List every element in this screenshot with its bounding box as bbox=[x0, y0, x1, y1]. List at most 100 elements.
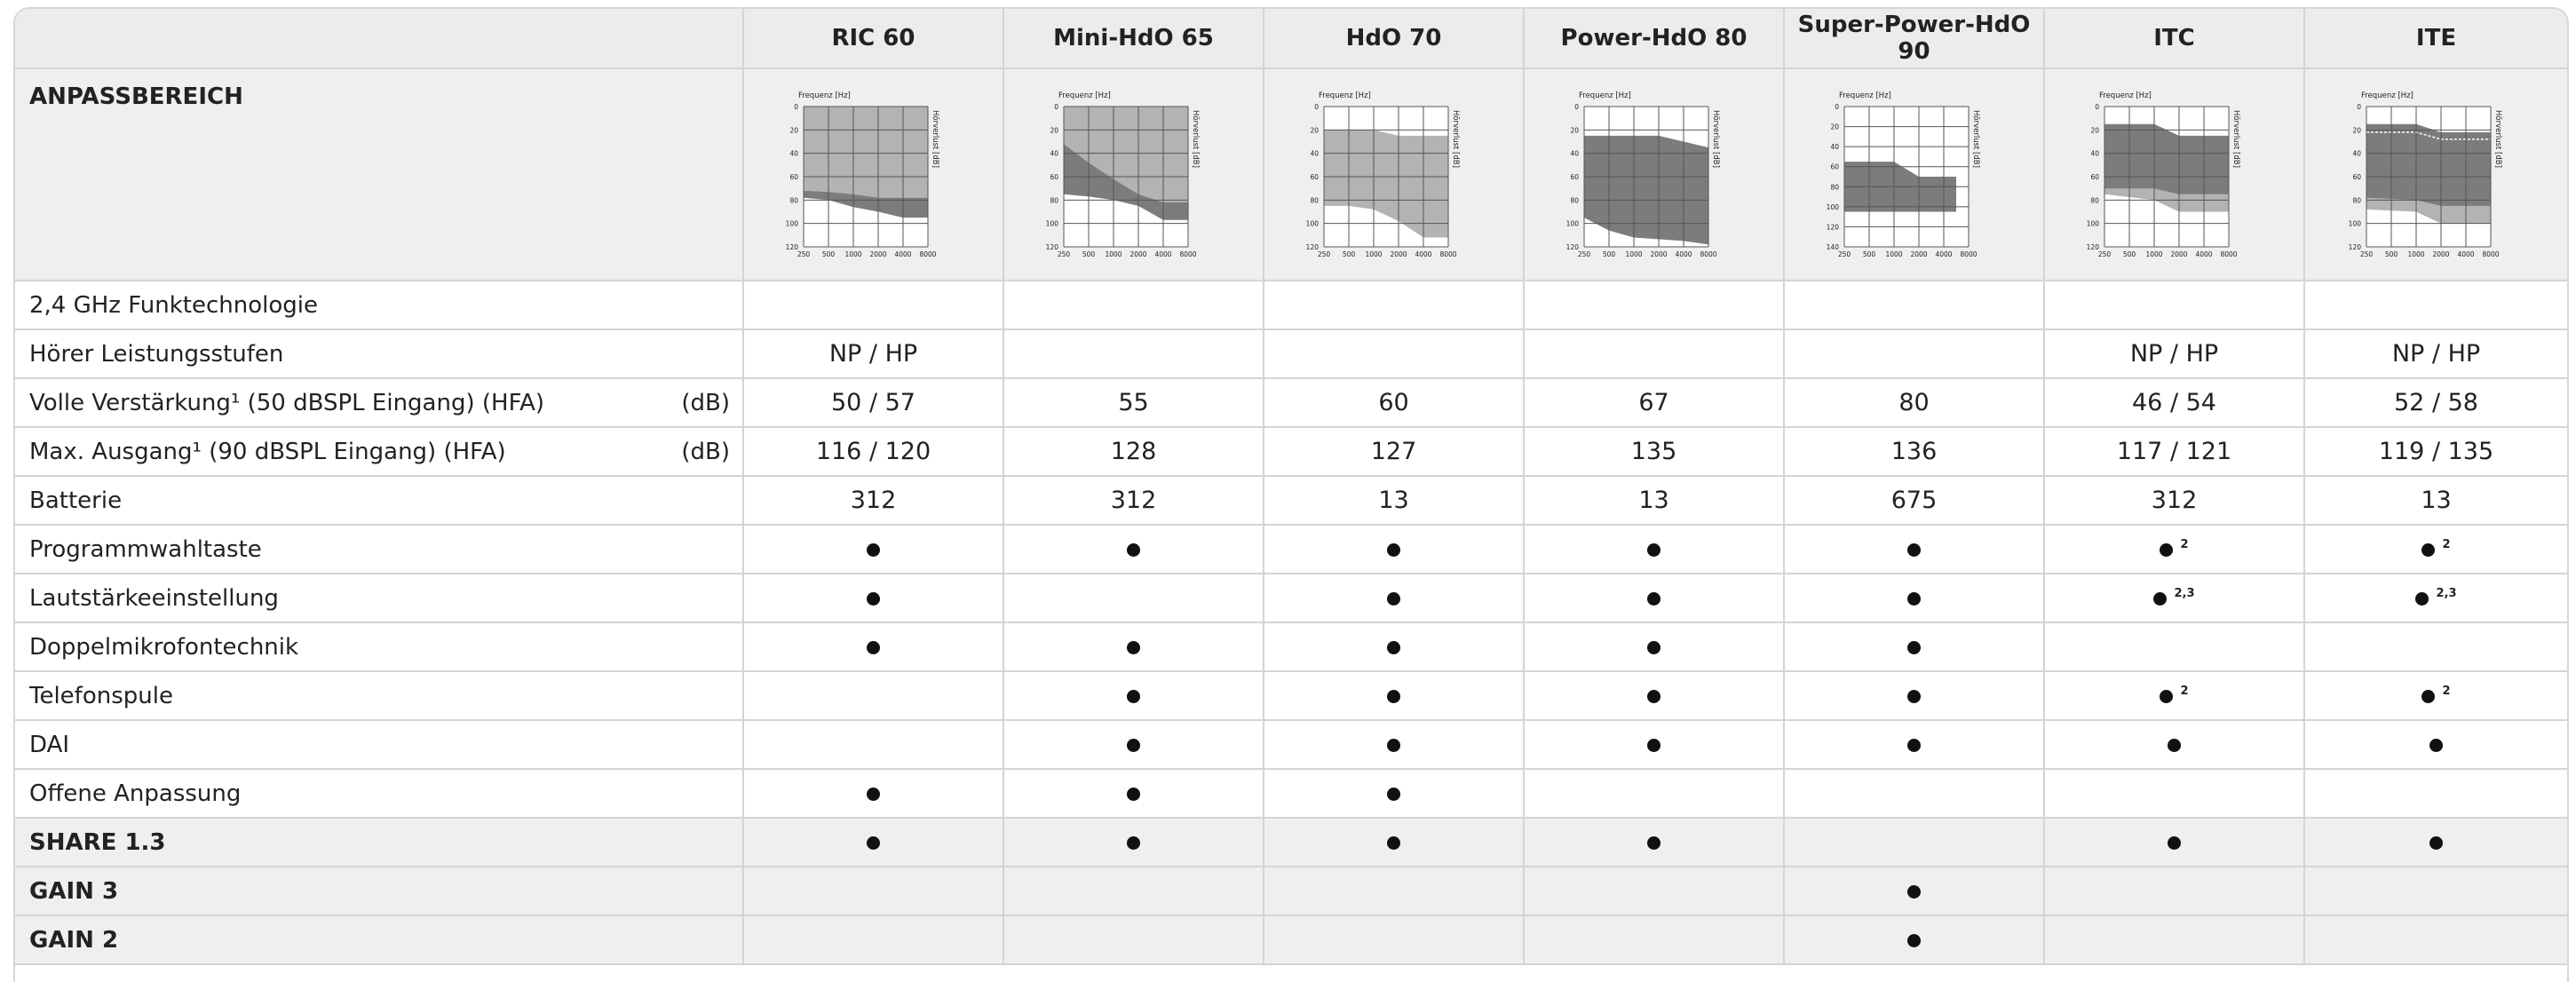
value-cell bbox=[2303, 622, 2567, 672]
y-tick-label: 40 bbox=[1050, 149, 1058, 157]
value-cell: 2 bbox=[2043, 670, 2305, 721]
column-header: Super-Power-HdO 90 bbox=[1783, 9, 2045, 69]
x-tick-label: 4000 bbox=[2195, 250, 2212, 258]
value-text: 127 bbox=[1370, 438, 1417, 465]
value-cell bbox=[2043, 280, 2305, 330]
value-cell bbox=[742, 915, 1004, 965]
spec-row: Doppelmikrofontechnik bbox=[15, 622, 2567, 672]
value-text: 135 bbox=[1630, 438, 1677, 465]
y-tick-label: 0 bbox=[1574, 103, 1579, 111]
column-header: HdO 70 bbox=[1263, 9, 1525, 69]
frequency-axis-label: Frequenz [Hz] bbox=[1839, 91, 1891, 100]
x-tick-label: 2000 bbox=[2432, 250, 2449, 258]
hearing-loss-axis-label: Hörverlust [dB] bbox=[931, 110, 939, 168]
row-label-text: Doppelmikrofontechnik bbox=[29, 633, 299, 661]
value-cell bbox=[1263, 280, 1525, 330]
value-cell: 13 bbox=[1263, 475, 1525, 526]
y-tick-label: 0 bbox=[1835, 103, 1839, 111]
value-cell bbox=[1783, 670, 2045, 721]
value-cell bbox=[742, 524, 1004, 574]
spec-row: Offene Anpassung bbox=[15, 768, 2567, 819]
value-cell bbox=[1523, 768, 1785, 819]
value-cell bbox=[1003, 329, 1264, 379]
y-tick-label: 60 bbox=[2352, 173, 2361, 181]
y-tick-label: 100 bbox=[1045, 219, 1058, 227]
y-tick-label: 0 bbox=[2357, 103, 2361, 111]
value-cell bbox=[2043, 817, 2305, 867]
value-cell bbox=[2303, 915, 2567, 965]
y-tick-label: 80 bbox=[1050, 196, 1058, 204]
value-cell: 46 / 54 bbox=[2043, 377, 2305, 428]
spec-row: Programmwahltaste 2 2 bbox=[15, 524, 2567, 574]
y-tick-label: 0 bbox=[1054, 103, 1058, 111]
hearing-loss-axis-label: Hörverlust [dB] bbox=[1451, 110, 1460, 168]
column-header: Power-HdO 80 bbox=[1523, 9, 1785, 69]
value-cell bbox=[1783, 817, 2045, 867]
feature-available-dot bbox=[2429, 836, 2443, 850]
row-label-text: Hörer Leistungsstufen bbox=[29, 340, 284, 368]
value-cell bbox=[1263, 622, 1525, 672]
feature-available-dot bbox=[1907, 543, 1921, 557]
spec-row: Lautstärkeeinstellung 2,3 2,3 bbox=[15, 573, 2567, 623]
x-tick-label: 1000 bbox=[1105, 250, 1122, 258]
value-cell bbox=[1523, 524, 1785, 574]
value-cell: 50 / 57 bbox=[742, 377, 1004, 428]
row-label-text: Programmwahltaste bbox=[29, 535, 262, 563]
frequency-axis-label: Frequenz [Hz] bbox=[2361, 91, 2414, 100]
spec-row: Hörer Leistungsstufen NP / HP NP / HP NP / … bbox=[15, 329, 2567, 379]
y-tick-label: 40 bbox=[789, 149, 798, 157]
header-corner bbox=[15, 9, 744, 69]
y-tick-label: 20 bbox=[1310, 126, 1319, 134]
value-text: 117 / 121 bbox=[2116, 438, 2232, 465]
feature-available-dot bbox=[2160, 543, 2174, 557]
value-cell: 80 bbox=[1783, 377, 2045, 428]
value-text: 119 / 135 bbox=[2378, 438, 2494, 465]
feature-available-dot bbox=[1647, 592, 1661, 606]
x-tick-label: 250 bbox=[797, 250, 810, 258]
row-label: DAI bbox=[15, 719, 744, 770]
spec-row: DAI bbox=[15, 719, 2567, 770]
value-cell bbox=[2303, 280, 2567, 330]
feature-available-dot bbox=[2168, 739, 2181, 752]
value-cell bbox=[742, 817, 1004, 867]
value-cell bbox=[1003, 866, 1264, 916]
row-label-text: DAI bbox=[29, 731, 70, 758]
value-cell bbox=[1263, 915, 1525, 965]
x-tick-label: 8000 bbox=[1960, 250, 1977, 258]
value-cell: NP / HP bbox=[2043, 329, 2305, 379]
value-cell bbox=[1003, 280, 1264, 330]
x-tick-label: 1000 bbox=[1365, 250, 1382, 258]
y-tick-label: 20 bbox=[1050, 126, 1058, 134]
value-cell bbox=[1003, 719, 1264, 770]
row-label: Offene Anpassung bbox=[15, 768, 744, 819]
feature-available-dot bbox=[1387, 543, 1400, 557]
y-tick-label: 20 bbox=[789, 126, 798, 134]
y-tick-label: 100 bbox=[2348, 219, 2361, 227]
value-cell bbox=[742, 670, 1004, 721]
value-cell: 13 bbox=[1523, 475, 1785, 526]
value-text: 116 / 120 bbox=[815, 438, 931, 465]
value-text: NP / HP bbox=[828, 340, 918, 368]
x-tick-label: 2000 bbox=[2170, 250, 2187, 258]
x-tick-label: 250 bbox=[1837, 250, 1851, 258]
value-cell bbox=[1523, 622, 1785, 672]
row-label: Lautstärkeeinstellung bbox=[15, 573, 744, 623]
value-text: 80 bbox=[1898, 389, 1930, 416]
value-cell bbox=[1263, 817, 1525, 867]
feature-available-dot bbox=[1647, 641, 1661, 654]
value-cell: 2 bbox=[2303, 524, 2567, 574]
value-text: 55 bbox=[1118, 389, 1149, 416]
audiogram-cell: 0 20 40 60 80 100 120 250 500 1000 2000 4000 8000 Fre… bbox=[2303, 67, 2567, 281]
audiogram-cell: 0 20 40 60 80 100 120 250 500 1000 2000 4000 8000 Fre… bbox=[1263, 67, 1525, 281]
y-tick-label: 40 bbox=[2352, 149, 2361, 157]
footnote-marker: 2 bbox=[2180, 685, 2189, 698]
hearing-loss-axis-label: Hörverlust [dB] bbox=[1191, 110, 1200, 168]
feature-available-dot bbox=[1647, 690, 1661, 703]
value-cell bbox=[1783, 524, 2045, 574]
value-cell bbox=[2043, 915, 2305, 965]
spec-row: SHARE 1.3 bbox=[15, 817, 2567, 867]
hearing-loss-axis-label: Hörverlust [dB] bbox=[1711, 110, 1720, 168]
value-cell bbox=[1263, 573, 1525, 623]
